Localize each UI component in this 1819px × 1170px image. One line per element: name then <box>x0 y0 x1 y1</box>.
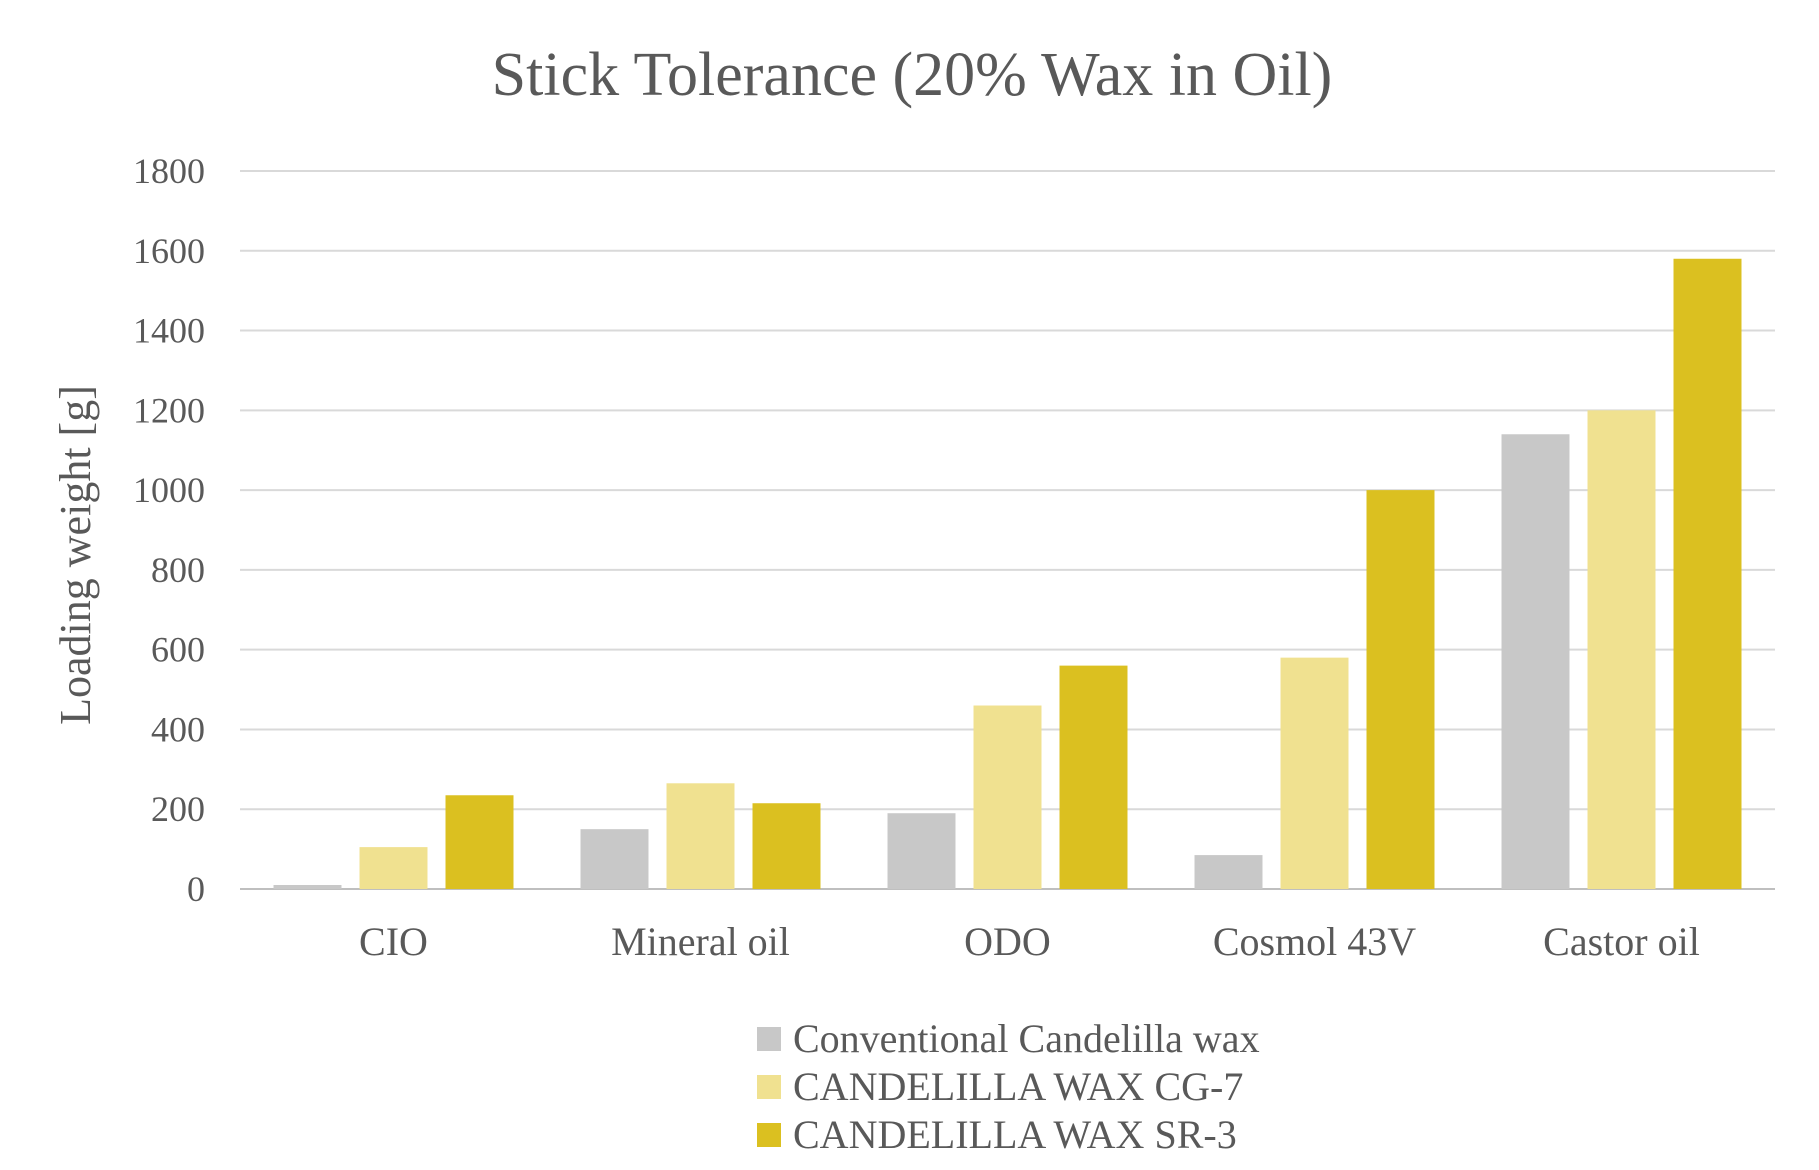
y-tick-label: 1200 <box>133 390 205 430</box>
bar-mineral-oil-series-1 <box>580 829 649 889</box>
y-tick-label: 1000 <box>133 470 205 510</box>
y-tick-label: 0 <box>187 869 205 909</box>
y-axis-ticks: 0 200 400 600 800 1000 1200 1400 1600 1800 <box>133 151 205 909</box>
chart-title: Stick Tolerance (20% Wax in Oil) <box>492 41 1333 109</box>
x-category-label: Mineral oil <box>611 919 790 964</box>
bar-cio-series-2 <box>359 847 428 889</box>
legend-swatch <box>757 1075 781 1099</box>
x-category-label: Cosmol 43V <box>1213 919 1416 964</box>
bar-castor-oil-series-2 <box>1587 410 1656 889</box>
bar-cosmol-43v-series-3 <box>1366 490 1435 889</box>
bar-odo-series-1 <box>887 813 956 889</box>
bar-cosmol-43v-series-2 <box>1280 657 1349 889</box>
bar-cio-series-3 <box>445 795 514 889</box>
bar-odo-series-2 <box>973 705 1042 889</box>
y-axis-title: Loading weight [g] <box>51 385 100 725</box>
legend-label: Conventional Candelilla wax <box>793 1016 1260 1061</box>
x-axis-categories: CIO Mineral oil ODO Cosmol 43V Castor oil <box>359 919 1700 964</box>
x-category-label: CIO <box>359 919 428 964</box>
y-tick-label: 800 <box>151 550 205 590</box>
y-tick-label: 1800 <box>133 151 205 191</box>
bar-mineral-oil-series-3 <box>752 803 821 889</box>
y-tick-label: 1600 <box>133 231 205 271</box>
legend-label: CANDELILLA WAX SR-3 <box>793 1112 1237 1157</box>
y-tick-label: 600 <box>151 630 205 670</box>
y-tick-label: 200 <box>151 789 205 829</box>
bars <box>273 258 1742 889</box>
bar-cio-series-1 <box>273 885 342 889</box>
legend-swatch <box>757 1027 781 1051</box>
x-category-label: Castor oil <box>1543 919 1700 964</box>
legend-label: CANDELILLA WAX CG-7 <box>793 1064 1243 1109</box>
y-tick-label: 400 <box>151 709 205 749</box>
bar-castor-oil-series-1 <box>1501 434 1570 889</box>
bar-castor-oil-series-3 <box>1673 258 1742 889</box>
bar-mineral-oil-series-2 <box>666 783 735 889</box>
bar-cosmol-43v-series-1 <box>1194 855 1263 889</box>
x-category-label: ODO <box>964 919 1051 964</box>
bar-odo-series-3 <box>1059 665 1128 889</box>
legend-swatch <box>757 1123 781 1147</box>
y-tick-label: 1400 <box>133 311 205 351</box>
